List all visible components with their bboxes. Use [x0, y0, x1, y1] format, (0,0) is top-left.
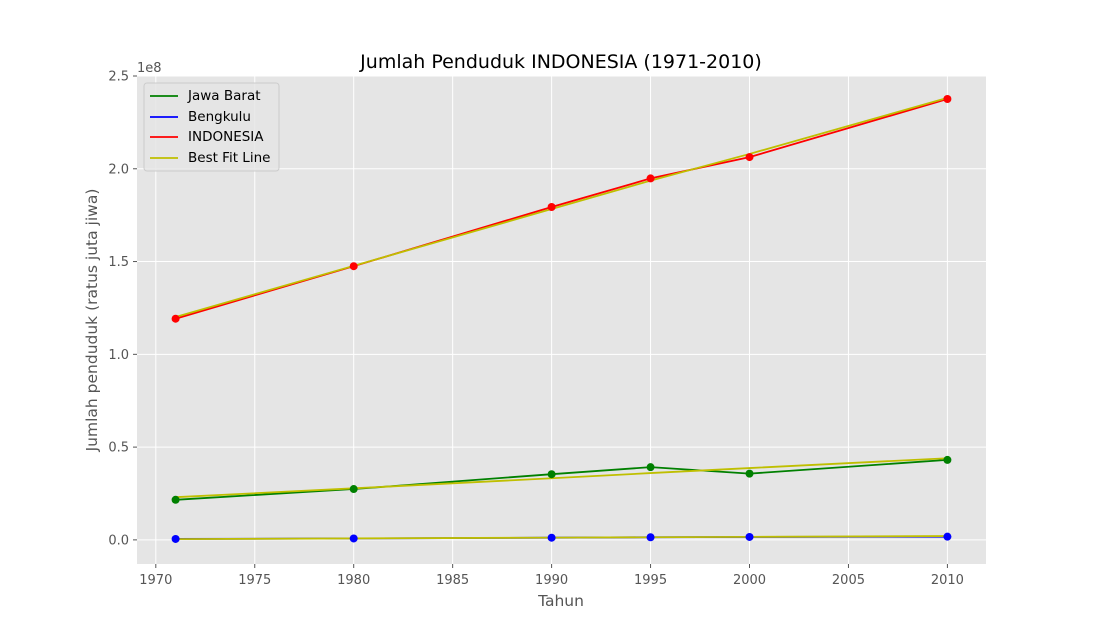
legend-label-bengkulu: Bengkulu: [188, 109, 251, 125]
x-axis-label: Tahun: [537, 592, 584, 610]
data-point-jawa-barat: [171, 495, 180, 504]
data-point-jawa-barat: [646, 463, 655, 472]
data-point-bengkulu: [943, 532, 952, 541]
y-tick-label: 0.0: [108, 533, 129, 548]
data-points: [171, 95, 952, 543]
data-point-bengkulu: [547, 533, 556, 542]
best-fit-line-jawa-barat: [175, 457, 948, 499]
legend-label-best-fit: Best Fit Line: [188, 150, 270, 166]
x-tick-label: 2000: [733, 573, 766, 588]
data-point-bengkulu: [745, 532, 754, 541]
y-tick-label: 2.5: [108, 70, 129, 85]
legend-box: [143, 82, 280, 172]
x-tick-label: 1990: [535, 573, 568, 588]
legend-label-indonesia: INDONESIA: [188, 129, 264, 145]
data-point-indonesia: [943, 95, 952, 104]
x-tick-label: 1970: [139, 573, 172, 588]
data-point-bengkulu: [349, 534, 358, 543]
x-axis-ticks: 1970 1975 1980 1985 1990 1995 2000 2005 2010: [139, 564, 964, 588]
data-point-indonesia: [547, 202, 556, 211]
y-offset-label: 1e8: [137, 61, 162, 76]
y-tick-label: 1.5: [108, 255, 129, 270]
y-tick-label: 2.0: [108, 162, 129, 177]
x-tick-label: 1980: [337, 573, 370, 588]
x-tick-label: 2005: [832, 573, 865, 588]
y-axis-ticks: 0.0 0.5 1.0 1.5 2.0 2.5: [108, 70, 137, 548]
data-point-jawa-barat: [745, 469, 754, 478]
data-point-indonesia: [349, 262, 358, 271]
x-tick-label: 1985: [436, 573, 469, 588]
legend: Jawa Barat Bengkulu INDONESIA Best Fit L…: [143, 82, 280, 172]
best-fit-lines: [175, 97, 948, 541]
best-fit-line-bengkulu: [175, 535, 948, 541]
x-tick-label: 2010: [931, 573, 964, 588]
grid-lines: [137, 75, 986, 564]
data-point-jawa-barat: [349, 485, 358, 494]
y-axis-label: Jumlah penduduk (ratus juta jiwa): [83, 189, 101, 453]
x-tick-label: 1995: [634, 573, 667, 588]
data-point-jawa-barat: [943, 455, 952, 464]
data-point-bengkulu: [646, 533, 655, 542]
y-tick-label: 0.5: [108, 441, 129, 456]
x-tick-label: 1975: [238, 573, 271, 588]
data-point-indonesia: [745, 153, 754, 162]
best-fit-line-indonesia: [175, 97, 948, 318]
data-point-indonesia: [171, 314, 180, 323]
chart-title: Jumlah Penduduk INDONESIA (1971-2010): [359, 51, 762, 73]
legend-label-jawa-barat: Jawa Barat: [187, 88, 261, 104]
y-tick-label: 1.0: [108, 348, 129, 363]
data-point-indonesia: [646, 174, 655, 183]
series-line-jawa-barat: [175, 459, 948, 501]
data-point-bengkulu: [171, 534, 180, 543]
data-point-jawa-barat: [547, 470, 556, 479]
